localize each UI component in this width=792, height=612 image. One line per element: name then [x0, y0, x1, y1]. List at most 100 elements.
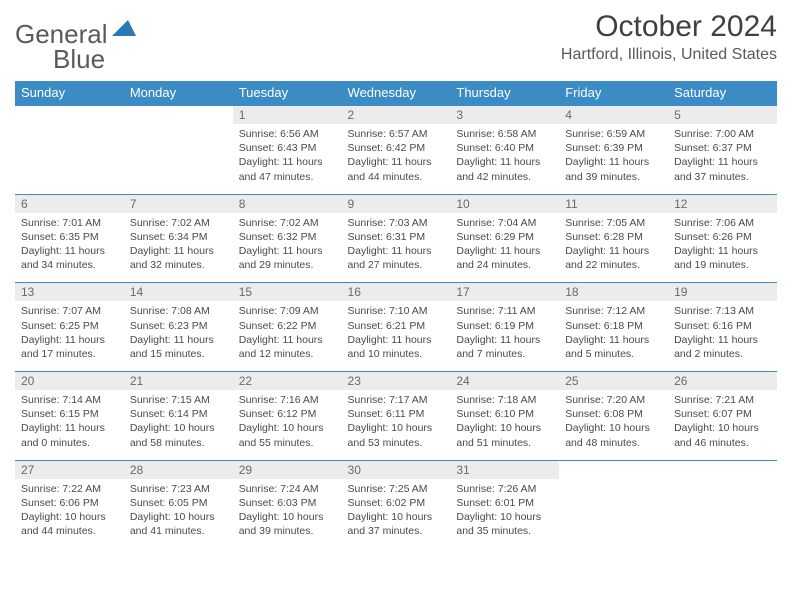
day-cell: [559, 479, 668, 549]
dayhead-sat: Saturday: [668, 81, 777, 105]
daylight-text: Daylight: 11 hours and 34 minutes.: [21, 244, 118, 272]
daylight-text: Daylight: 11 hours and 37 minutes.: [674, 155, 771, 183]
daylight-text: Daylight: 11 hours and 19 minutes.: [674, 244, 771, 272]
day-number: 21: [124, 372, 233, 391]
sunrise-text: Sunrise: 7:22 AM: [21, 482, 118, 496]
calendar-table: Sunday Monday Tuesday Wednesday Thursday…: [15, 81, 777, 548]
day-cell: Sunrise: 7:03 AMSunset: 6:31 PMDaylight:…: [342, 213, 451, 283]
daynum-row: 12345: [15, 105, 777, 124]
brand-word2: Blue: [53, 44, 105, 74]
sunrise-text: Sunrise: 7:14 AM: [21, 393, 118, 407]
day-cell: Sunrise: 6:58 AMSunset: 6:40 PMDaylight:…: [450, 124, 559, 194]
day-number: 31: [450, 460, 559, 479]
day-cell: Sunrise: 7:15 AMSunset: 6:14 PMDaylight:…: [124, 390, 233, 460]
day-cell: Sunrise: 7:07 AMSunset: 6:25 PMDaylight:…: [15, 301, 124, 371]
sunset-text: Sunset: 6:07 PM: [674, 407, 771, 421]
daynum-row: 20212223242526: [15, 372, 777, 391]
day-number: 26: [668, 372, 777, 391]
day-cell: Sunrise: 7:24 AMSunset: 6:03 PMDaylight:…: [233, 479, 342, 549]
sunrise-text: Sunrise: 7:20 AM: [565, 393, 662, 407]
daylight-text: Daylight: 11 hours and 17 minutes.: [21, 333, 118, 361]
day-number: 11: [559, 194, 668, 213]
sunrise-text: Sunrise: 7:16 AM: [239, 393, 336, 407]
sunrise-text: Sunrise: 7:09 AM: [239, 304, 336, 318]
daylight-text: Daylight: 10 hours and 41 minutes.: [130, 510, 227, 538]
sunrise-text: Sunrise: 7:00 AM: [674, 127, 771, 141]
month-title: October 2024: [561, 10, 777, 44]
daylight-text: Daylight: 11 hours and 0 minutes.: [21, 421, 118, 449]
daylight-text: Daylight: 11 hours and 12 minutes.: [239, 333, 336, 361]
day-cell: Sunrise: 7:05 AMSunset: 6:28 PMDaylight:…: [559, 213, 668, 283]
sunrise-text: Sunrise: 7:10 AM: [348, 304, 445, 318]
location-text: Hartford, Illinois, United States: [561, 46, 777, 64]
day-number: 9: [342, 194, 451, 213]
sunset-text: Sunset: 6:11 PM: [348, 407, 445, 421]
dayhead-mon: Monday: [124, 81, 233, 105]
daynum-row: 13141516171819: [15, 283, 777, 302]
sunset-text: Sunset: 6:23 PM: [130, 319, 227, 333]
sunset-text: Sunset: 6:15 PM: [21, 407, 118, 421]
daylight-text: Daylight: 10 hours and 51 minutes.: [456, 421, 553, 449]
day-cell: Sunrise: 7:20 AMSunset: 6:08 PMDaylight:…: [559, 390, 668, 460]
daylight-text: Daylight: 11 hours and 15 minutes.: [130, 333, 227, 361]
day-cell: Sunrise: 7:02 AMSunset: 6:32 PMDaylight:…: [233, 213, 342, 283]
sunset-text: Sunset: 6:31 PM: [348, 230, 445, 244]
sunrise-text: Sunrise: 6:59 AM: [565, 127, 662, 141]
day-cell: Sunrise: 7:08 AMSunset: 6:23 PMDaylight:…: [124, 301, 233, 371]
sunrise-text: Sunrise: 7:23 AM: [130, 482, 227, 496]
sunset-text: Sunset: 6:28 PM: [565, 230, 662, 244]
sunset-text: Sunset: 6:34 PM: [130, 230, 227, 244]
sunrise-text: Sunrise: 7:05 AM: [565, 216, 662, 230]
sunset-text: Sunset: 6:19 PM: [456, 319, 553, 333]
sunset-text: Sunset: 6:16 PM: [674, 319, 771, 333]
day-cell: Sunrise: 7:09 AMSunset: 6:22 PMDaylight:…: [233, 301, 342, 371]
day-number: 12: [668, 194, 777, 213]
sunset-text: Sunset: 6:08 PM: [565, 407, 662, 421]
day-number: [124, 105, 233, 124]
daylight-text: Daylight: 11 hours and 44 minutes.: [348, 155, 445, 183]
sunrise-text: Sunrise: 7:11 AM: [456, 304, 553, 318]
content-row: Sunrise: 7:07 AMSunset: 6:25 PMDaylight:…: [15, 301, 777, 371]
day-cell: Sunrise: 7:21 AMSunset: 6:07 PMDaylight:…: [668, 390, 777, 460]
daylight-text: Daylight: 11 hours and 2 minutes.: [674, 333, 771, 361]
calendar-body: 12345Sunrise: 6:56 AMSunset: 6:43 PMDayl…: [15, 105, 777, 548]
sunrise-text: Sunrise: 6:58 AM: [456, 127, 553, 141]
daylight-text: Daylight: 10 hours and 55 minutes.: [239, 421, 336, 449]
day-cell: Sunrise: 7:25 AMSunset: 6:02 PMDaylight:…: [342, 479, 451, 549]
sunset-text: Sunset: 6:18 PM: [565, 319, 662, 333]
sunset-text: Sunset: 6:03 PM: [239, 496, 336, 510]
sunrise-text: Sunrise: 7:07 AM: [21, 304, 118, 318]
sunset-text: Sunset: 6:01 PM: [456, 496, 553, 510]
daylight-text: Daylight: 11 hours and 10 minutes.: [348, 333, 445, 361]
day-number: 4: [559, 105, 668, 124]
sunset-text: Sunset: 6:26 PM: [674, 230, 771, 244]
sunset-text: Sunset: 6:14 PM: [130, 407, 227, 421]
sunset-text: Sunset: 6:29 PM: [456, 230, 553, 244]
sunrise-text: Sunrise: 7:13 AM: [674, 304, 771, 318]
day-cell: Sunrise: 7:26 AMSunset: 6:01 PMDaylight:…: [450, 479, 559, 549]
daylight-text: Daylight: 11 hours and 29 minutes.: [239, 244, 336, 272]
day-number: 7: [124, 194, 233, 213]
day-cell: Sunrise: 7:01 AMSunset: 6:35 PMDaylight:…: [15, 213, 124, 283]
sunset-text: Sunset: 6:40 PM: [456, 141, 553, 155]
sunrise-text: Sunrise: 7:15 AM: [130, 393, 227, 407]
day-cell: Sunrise: 7:12 AMSunset: 6:18 PMDaylight:…: [559, 301, 668, 371]
daylight-text: Daylight: 11 hours and 42 minutes.: [456, 155, 553, 183]
day-number: 2: [342, 105, 451, 124]
sunrise-text: Sunrise: 7:08 AM: [130, 304, 227, 318]
daylight-text: Daylight: 10 hours and 37 minutes.: [348, 510, 445, 538]
sunset-text: Sunset: 6:39 PM: [565, 141, 662, 155]
day-cell: Sunrise: 7:11 AMSunset: 6:19 PMDaylight:…: [450, 301, 559, 371]
sunset-text: Sunset: 6:32 PM: [239, 230, 336, 244]
day-number: 15: [233, 283, 342, 302]
dayhead-tue: Tuesday: [233, 81, 342, 105]
sunrise-text: Sunrise: 7:04 AM: [456, 216, 553, 230]
sunrise-text: Sunrise: 7:17 AM: [348, 393, 445, 407]
sunset-text: Sunset: 6:10 PM: [456, 407, 553, 421]
daylight-text: Daylight: 10 hours and 44 minutes.: [21, 510, 118, 538]
daylight-text: Daylight: 10 hours and 58 minutes.: [130, 421, 227, 449]
sunset-text: Sunset: 6:42 PM: [348, 141, 445, 155]
sunrise-text: Sunrise: 7:25 AM: [348, 482, 445, 496]
day-cell: Sunrise: 7:10 AMSunset: 6:21 PMDaylight:…: [342, 301, 451, 371]
daylight-text: Daylight: 10 hours and 39 minutes.: [239, 510, 336, 538]
